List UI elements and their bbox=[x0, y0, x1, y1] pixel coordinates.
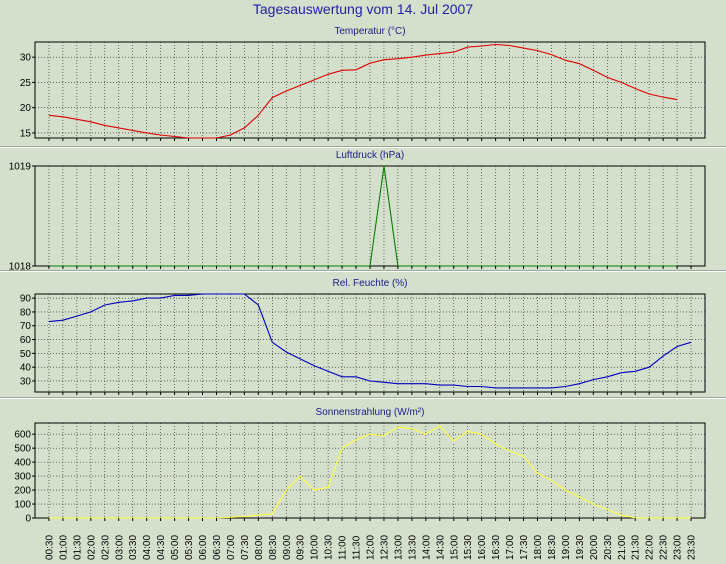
y-tick-label: 0 bbox=[25, 514, 31, 525]
panel-humidity: Rel. Feuchte (%) 30 40 50 60 70 80 90 bbox=[20, 278, 706, 395]
y-tick-label: 40 bbox=[20, 363, 32, 374]
x-tick-label: 02:30 bbox=[100, 535, 111, 560]
y-tick-label: 30 bbox=[20, 376, 32, 387]
y-tick-label: 15 bbox=[20, 128, 32, 139]
x-tick-label: 04:30 bbox=[156, 535, 167, 560]
y-tick-label: 90 bbox=[20, 294, 32, 305]
x-tick-label: 16:30 bbox=[491, 535, 502, 560]
x-tick-label: 21:00 bbox=[617, 535, 628, 560]
x-tick-label: 09:30 bbox=[296, 535, 307, 560]
x-tick-label: 23:00 bbox=[673, 535, 684, 560]
x-tick-label: 00:30 bbox=[44, 535, 55, 560]
series-line-radiation bbox=[49, 425, 691, 519]
x-tick-label: 05:30 bbox=[184, 535, 195, 560]
x-tick-label: 19:00 bbox=[561, 535, 572, 560]
x-tick-label: 20:30 bbox=[603, 535, 614, 560]
x-tick-label: 20:00 bbox=[589, 535, 600, 560]
y-tick-label: 100 bbox=[14, 500, 31, 511]
x-tick-label: 16:00 bbox=[477, 535, 488, 560]
x-tick-label: 06:30 bbox=[212, 535, 223, 560]
panel-title-temperature: Temperatur (°C) bbox=[334, 26, 405, 37]
series-line-temperature bbox=[48, 43, 678, 139]
panel-separator bbox=[0, 270, 726, 272]
x-tick-label: 13:30 bbox=[407, 535, 418, 560]
y-tick-label: 80 bbox=[20, 307, 32, 318]
y-tick-label: 400 bbox=[14, 458, 31, 469]
x-tick-label: 18:30 bbox=[547, 535, 558, 560]
y-tick-label: 25 bbox=[20, 78, 32, 89]
y-tick-label: 70 bbox=[20, 321, 32, 332]
y-tick-label: 600 bbox=[14, 430, 31, 441]
y-tick-label: 30 bbox=[20, 53, 32, 64]
x-tick-label: 08:00 bbox=[254, 535, 265, 560]
y-tick-label: 20 bbox=[20, 103, 32, 114]
x-tick-label: 21:30 bbox=[631, 535, 642, 560]
y-tick-label: 1018 bbox=[9, 262, 32, 273]
panel-temperature: Temperatur (°C) 15 20 25 30 bbox=[20, 26, 706, 141]
x-tick-label: 08:30 bbox=[268, 535, 279, 560]
x-tick-label: 15:00 bbox=[449, 535, 460, 560]
y-tick-label: 50 bbox=[20, 349, 32, 360]
panel-separator bbox=[0, 146, 726, 148]
plot-area bbox=[35, 423, 705, 518]
y-tick-label: 1019 bbox=[9, 162, 32, 173]
x-tick-label: 23:30 bbox=[687, 535, 698, 560]
x-tick-label: 22:30 bbox=[659, 535, 670, 560]
x-tick-label: 07:00 bbox=[226, 535, 237, 560]
x-tick-label: 22:00 bbox=[645, 535, 656, 560]
x-tick-label: 17:30 bbox=[519, 535, 530, 560]
panel-title-radiation: Sonnenstrahlung (W/m²) bbox=[316, 407, 425, 418]
x-tick-label: 01:00 bbox=[58, 535, 69, 560]
panel-title-pressure: Luftdruck (hPa) bbox=[336, 150, 404, 161]
x-tick-label: 07:30 bbox=[240, 535, 251, 560]
y-tick-label: 60 bbox=[20, 335, 32, 346]
x-tick-label: 10:30 bbox=[324, 535, 335, 560]
x-tick-label: 01:30 bbox=[72, 535, 83, 560]
y-tick-label: 500 bbox=[14, 444, 31, 455]
x-tick-label: 15:30 bbox=[463, 535, 474, 560]
x-tick-label: 19:30 bbox=[575, 535, 586, 560]
y-tick-label: 300 bbox=[14, 472, 31, 483]
panel-separator bbox=[0, 397, 726, 399]
page-title: Tagesauswertung vom 14. Jul 2007 bbox=[252, 1, 474, 17]
x-tick-label: 06:00 bbox=[198, 535, 209, 560]
plot-area bbox=[35, 166, 705, 266]
x-tick-label: 12:00 bbox=[366, 535, 377, 560]
x-tick-label: 13:00 bbox=[393, 535, 404, 560]
x-axis-labels: 00:30 01:00 01:30 02:00 02:30 03:00 03:30 04:00… bbox=[44, 535, 697, 560]
x-tick-label: 02:00 bbox=[86, 535, 97, 560]
series-line-humidity bbox=[48, 293, 692, 389]
y-tick-label: 200 bbox=[14, 486, 31, 497]
x-tick-label: 11:00 bbox=[338, 535, 349, 560]
panel-title-humidity: Rel. Feuchte (%) bbox=[332, 278, 407, 289]
x-tick-label: 03:00 bbox=[114, 535, 125, 560]
x-tick-label: 04:00 bbox=[142, 535, 153, 560]
x-tick-label: 14:30 bbox=[435, 535, 446, 560]
x-tick-label: 14:00 bbox=[421, 535, 432, 560]
x-tick-label: 11:30 bbox=[352, 535, 363, 560]
panel-radiation: Sonnenstrahlung (W/m²) 0 100 200 300 400 500 60… bbox=[14, 407, 706, 525]
x-tick-label: 09:00 bbox=[282, 535, 293, 560]
panel-pressure: Luftdruck (hPa) 1018 1019 bbox=[9, 150, 706, 273]
x-tick-label: 18:00 bbox=[533, 535, 544, 560]
x-tick-label: 10:00 bbox=[310, 535, 321, 560]
series-line-pressure bbox=[49, 165, 678, 267]
x-tick-label: 12:30 bbox=[379, 535, 390, 560]
x-tick-label: 05:00 bbox=[170, 535, 181, 560]
x-tick-label: 17:00 bbox=[505, 535, 516, 560]
x-tick-label: 03:30 bbox=[128, 535, 139, 560]
